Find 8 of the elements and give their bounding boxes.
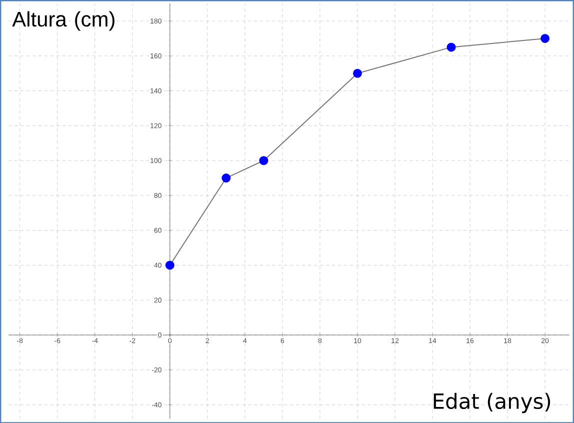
- point: [446, 42, 456, 52]
- point: [540, 34, 550, 43]
- x-axis-title: Edat (anys): [434, 392, 550, 413]
- point: [165, 260, 174, 270]
- point: [259, 156, 268, 165]
- point: [222, 173, 231, 182]
- point: [352, 68, 362, 78]
- y-axis-title: Altura (cm): [12, 11, 114, 31]
